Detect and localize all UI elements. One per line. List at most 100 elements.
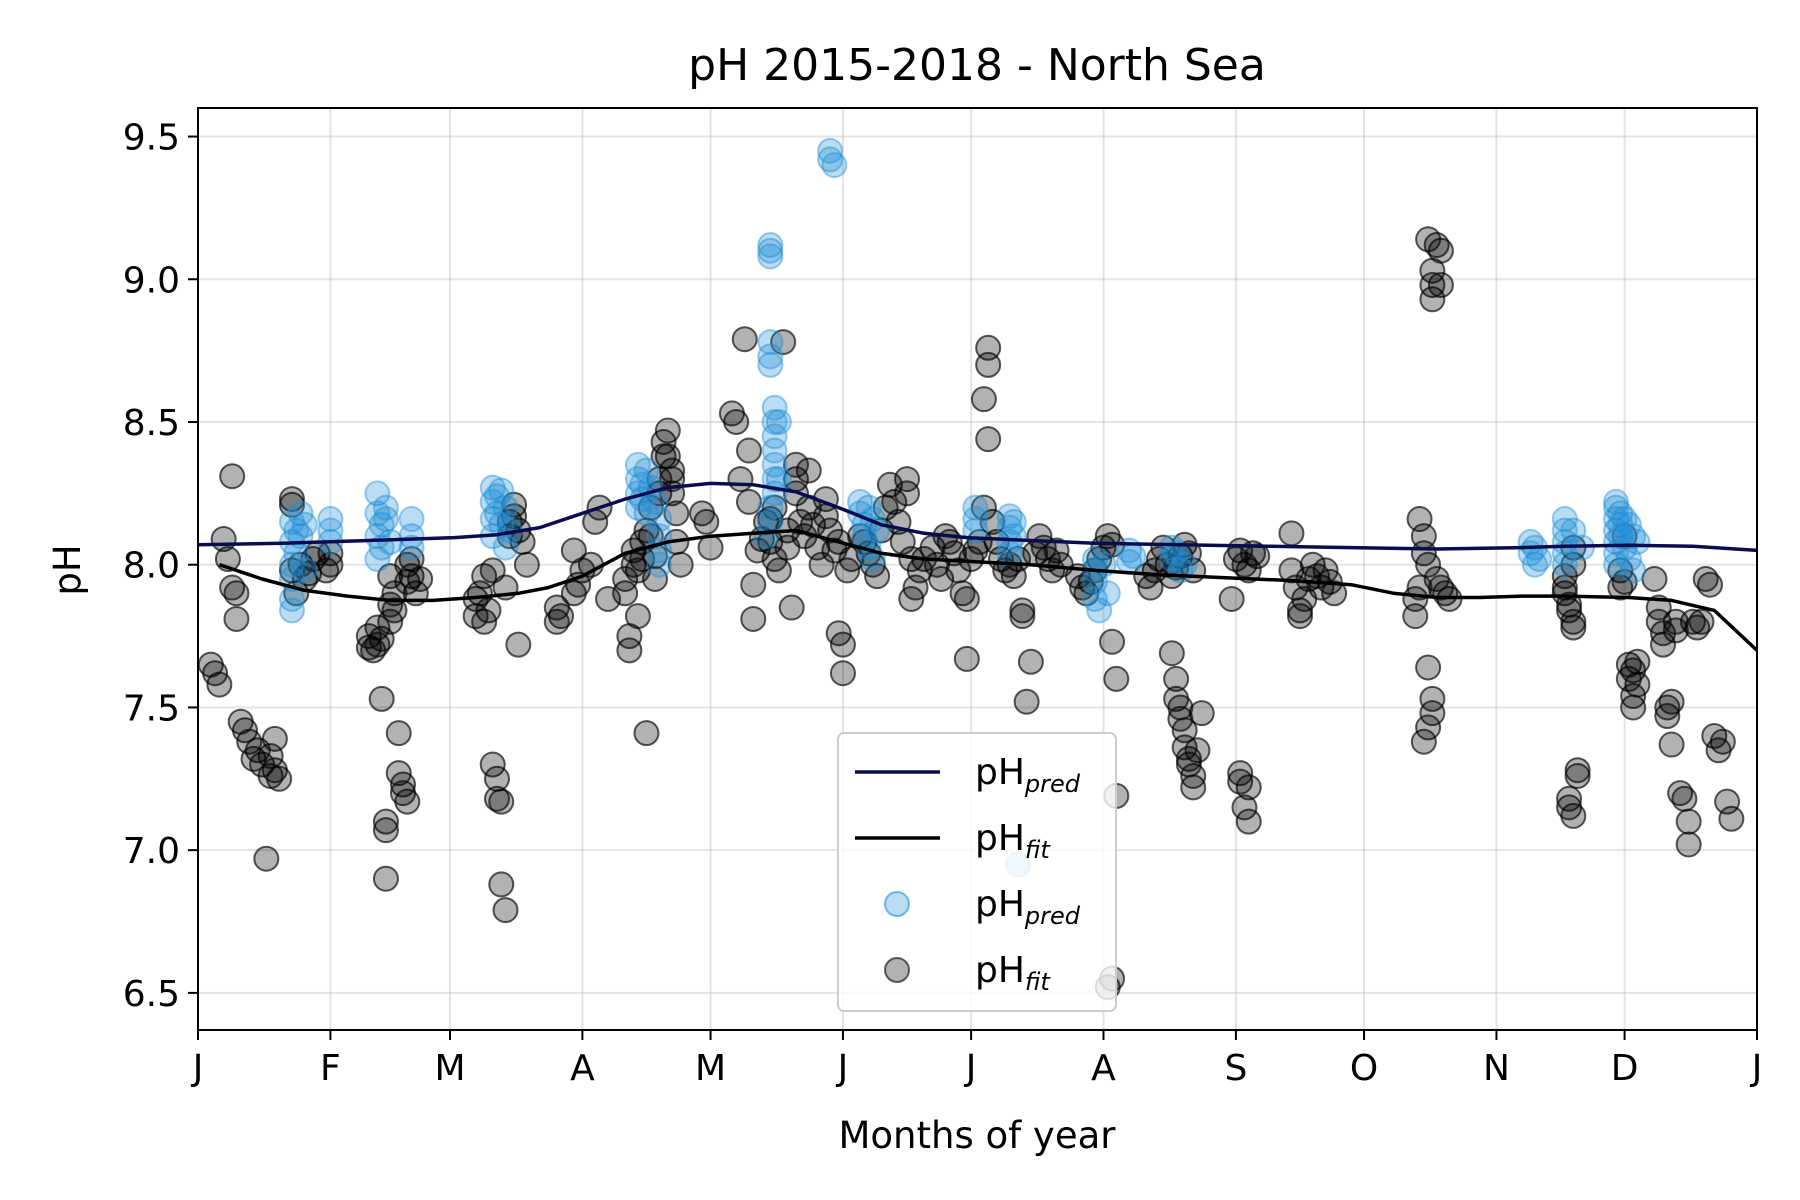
fit-point xyxy=(667,551,694,578)
fit-point xyxy=(1163,665,1190,692)
pred-point xyxy=(1603,528,1630,555)
pred-point xyxy=(646,506,673,533)
fit-point xyxy=(1043,537,1070,564)
fit-point xyxy=(1415,714,1442,741)
pred-point xyxy=(757,237,784,264)
fit-point xyxy=(735,437,762,464)
pred-point xyxy=(364,500,391,527)
pred-point xyxy=(488,477,515,504)
legend-box xyxy=(837,732,1117,1012)
x-tick-label: J xyxy=(964,1048,977,1089)
fit-point xyxy=(1718,805,1745,832)
pred-point xyxy=(646,551,673,578)
pred-point xyxy=(483,483,510,510)
pred-point xyxy=(996,503,1023,530)
y-tick-label: 9.0 xyxy=(123,260,180,301)
fit-point xyxy=(223,580,250,607)
fit-point xyxy=(372,865,399,892)
pred-point xyxy=(398,506,425,533)
fit-point xyxy=(1697,571,1724,598)
fit-point xyxy=(727,466,754,493)
pred-point xyxy=(1526,546,1553,573)
legend-label: pHfit xyxy=(975,818,1051,864)
pred-point xyxy=(291,511,318,538)
pred-point xyxy=(287,500,314,527)
fit-point xyxy=(479,557,506,584)
x-tick-label: N xyxy=(1483,1048,1510,1089)
pred-point xyxy=(761,408,788,435)
x-tick-label: S xyxy=(1224,1048,1247,1089)
pred-point xyxy=(1158,534,1185,561)
pred-point xyxy=(757,351,784,378)
fit-point xyxy=(1415,654,1442,681)
pred-point xyxy=(488,511,515,538)
y-tick-label: 7.5 xyxy=(123,688,180,729)
fit-point xyxy=(253,845,280,872)
x-tick-label: A xyxy=(570,1048,595,1089)
fit-point xyxy=(1560,608,1587,635)
pred-point xyxy=(624,451,651,478)
fit-point xyxy=(1419,271,1446,298)
pred-line xyxy=(198,481,1757,553)
chart-title: pH 2015-2018 - North Sea xyxy=(688,40,1266,91)
fit-point xyxy=(1231,794,1258,821)
pred-point xyxy=(1620,523,1647,550)
fit-point xyxy=(475,597,502,624)
fit-point xyxy=(1564,762,1591,789)
pred-point xyxy=(364,523,391,550)
fit-point xyxy=(624,603,651,630)
fit-point xyxy=(223,605,250,632)
fit-point xyxy=(612,580,639,607)
pred-point xyxy=(847,488,874,515)
fit-point xyxy=(1671,785,1698,812)
fit-point xyxy=(372,817,399,844)
pred-point xyxy=(1163,540,1190,567)
legend-label-subscript: pred xyxy=(1024,770,1081,798)
fit-point xyxy=(953,645,980,672)
fit-point xyxy=(1244,543,1271,570)
fit-point xyxy=(894,466,921,493)
fit-point xyxy=(1227,760,1254,787)
pred-point xyxy=(1603,517,1630,544)
fit-point xyxy=(1321,580,1348,607)
fit-point xyxy=(970,494,997,521)
fit-point xyxy=(1611,523,1638,550)
pred-point xyxy=(1551,517,1578,544)
pred-point xyxy=(996,528,1023,555)
y-tick-label: 7.0 xyxy=(123,831,180,872)
fit-point xyxy=(372,808,399,835)
pred-point xyxy=(1615,511,1642,538)
pred-point xyxy=(1607,523,1634,550)
fit-point xyxy=(723,408,750,435)
fit-point xyxy=(1709,728,1736,755)
fit-point xyxy=(513,551,540,578)
fit-point xyxy=(663,500,690,527)
fit-point xyxy=(385,720,412,747)
fit-point xyxy=(266,765,293,792)
fit-point xyxy=(1650,631,1677,658)
pred-point xyxy=(278,508,305,535)
fit-point xyxy=(1675,808,1702,835)
pred-point xyxy=(377,528,404,555)
fit-point xyxy=(492,897,519,924)
pred-point xyxy=(1000,523,1027,550)
x-tick-label: D xyxy=(1611,1048,1639,1089)
x-tick-label: J xyxy=(191,1048,204,1089)
pred-point xyxy=(492,494,519,521)
pred-point xyxy=(753,523,780,550)
pred-point xyxy=(1521,551,1548,578)
legend-label-base: pH xyxy=(975,818,1025,859)
fit-point xyxy=(488,788,515,815)
fit-point xyxy=(1624,671,1651,698)
pred-point xyxy=(483,500,510,527)
fit-point xyxy=(697,534,724,561)
pred-point xyxy=(624,466,651,493)
legend-label-subscript: pred xyxy=(1024,902,1081,930)
pred-point xyxy=(757,329,784,356)
fit-point xyxy=(612,565,639,592)
pred-point xyxy=(278,551,305,578)
pred-point xyxy=(317,506,344,533)
fit-point xyxy=(1278,520,1305,547)
